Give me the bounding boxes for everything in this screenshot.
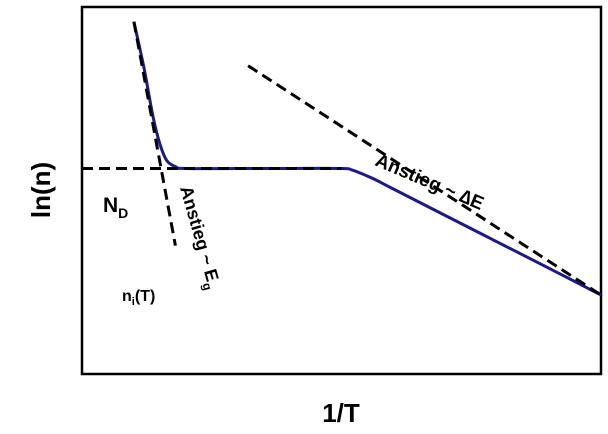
annotation-slope-eg: Anstieg ~ Eg xyxy=(172,184,224,292)
annotation-ni: ni(T) xyxy=(122,288,155,308)
series-layer xyxy=(82,21,602,297)
annotation-nd: ND xyxy=(103,194,128,221)
series-curve-0 xyxy=(132,21,602,297)
annotation-slope-de: Anstieg ~ ∆E xyxy=(372,150,487,215)
series-tangent-2 xyxy=(247,64,602,297)
plot-frame xyxy=(80,5,603,376)
series-tangent-3 xyxy=(132,21,177,246)
x-axis-label: 1/T xyxy=(322,398,360,428)
y-axis-label: ln(n) xyxy=(26,162,56,218)
